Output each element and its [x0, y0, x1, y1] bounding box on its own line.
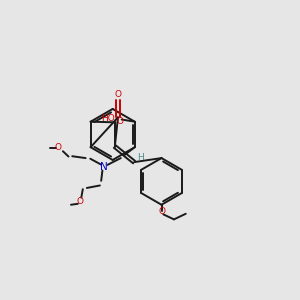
Text: O: O: [115, 90, 122, 99]
Text: O: O: [55, 143, 62, 152]
Text: O: O: [158, 207, 165, 216]
Text: O: O: [77, 197, 84, 206]
Text: HO: HO: [101, 114, 115, 123]
Text: N: N: [100, 162, 107, 172]
Text: H: H: [137, 153, 144, 162]
Text: O: O: [116, 117, 123, 126]
